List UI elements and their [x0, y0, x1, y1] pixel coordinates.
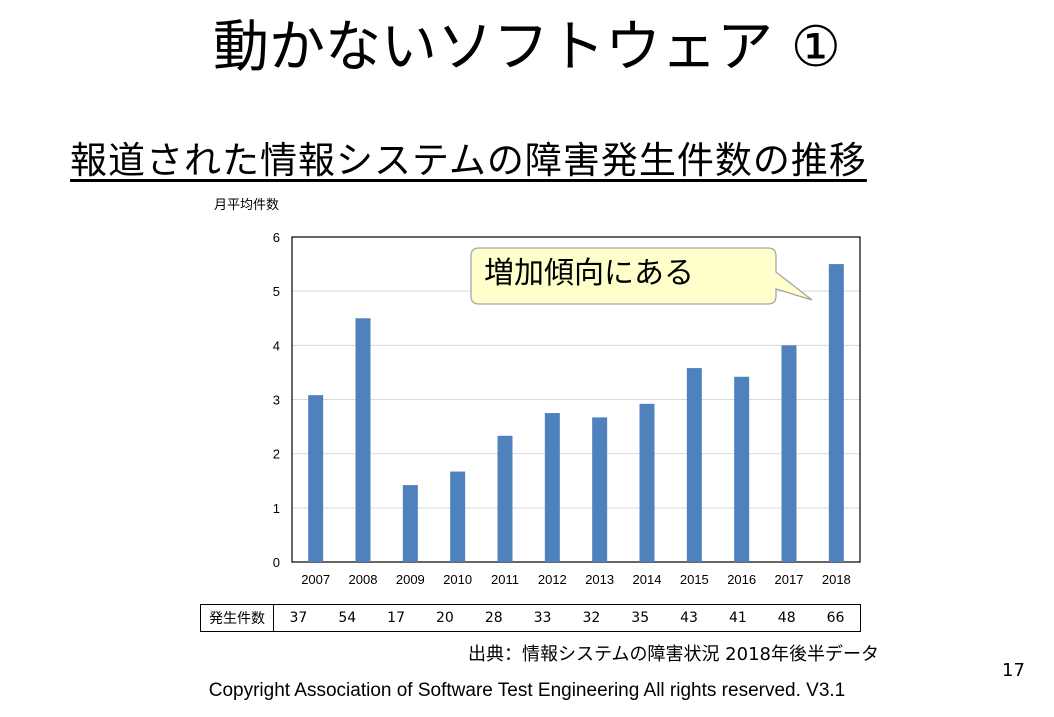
count-cell: 37 [289, 610, 308, 626]
slide-subtitle: 報道された情報システムの障害発生件数の推移 [70, 139, 867, 182]
y-tick-label: 3 [273, 393, 280, 408]
count-cell: 17 [387, 610, 405, 626]
count-cell: 41 [728, 610, 747, 626]
y-tick-label: 2 [273, 447, 280, 462]
bar [639, 403, 655, 562]
bar [828, 264, 844, 562]
bar [402, 485, 418, 562]
x-tick-label: 2007 [301, 572, 330, 587]
count-table-header: 発生件数 [201, 605, 274, 631]
y-tick-label: 5 [273, 284, 280, 299]
x-tick-label: 2012 [538, 572, 567, 587]
callout-box [470, 247, 813, 305]
y-tick-label: 0 [273, 555, 280, 570]
x-tick-label: 2016 [727, 572, 756, 587]
x-tick-label: 2013 [585, 572, 614, 587]
y-tick-label: 6 [273, 230, 280, 245]
x-tick-label: 2009 [396, 572, 425, 587]
y-axis-label: 月平均件数 [214, 198, 279, 213]
count-cell: 32 [582, 610, 601, 626]
slide-title: 動かないソフトウェア ① [212, 15, 841, 80]
copyright: Copyright Association of Software Test E… [208, 680, 846, 701]
count-cell: 54 [338, 610, 357, 626]
x-tick-label: 2011 [491, 572, 519, 587]
callout-text: 増加傾向にある [484, 256, 694, 291]
count-cell: 43 [680, 610, 698, 626]
plot-frame [291, 236, 861, 563]
count-cell: 20 [435, 610, 454, 626]
y-tick-label: 1 [273, 501, 280, 516]
bar [497, 435, 513, 562]
x-tick-label: 2017 [775, 572, 804, 587]
x-tick-label: 2010 [443, 572, 472, 587]
x-tick-label: 2008 [349, 572, 378, 587]
y-tick-label: 4 [273, 338, 280, 353]
bar [450, 471, 466, 562]
bar [355, 318, 371, 562]
count-cell: 35 [631, 610, 650, 626]
count-cell: 66 [826, 610, 845, 626]
page-number: 17 [1002, 660, 1025, 681]
source-note: 出典：情報システムの障害状況 2018年後半データ [468, 644, 879, 665]
bar [544, 413, 560, 562]
x-tick-label: 2015 [680, 572, 709, 587]
count-cell: 33 [533, 610, 552, 626]
count-table: 発生件数 37 54 17 20 28 33 32 35 43 41 48 66 [200, 604, 861, 632]
x-tick-label: 2018 [822, 572, 851, 587]
bar [686, 368, 702, 562]
bar [308, 395, 324, 562]
x-tick-label: 2014 [633, 572, 662, 587]
bar [781, 345, 797, 562]
count-cell: 28 [484, 610, 503, 626]
bar [592, 417, 608, 562]
count-cell: 48 [777, 610, 796, 626]
bar [734, 376, 750, 562]
